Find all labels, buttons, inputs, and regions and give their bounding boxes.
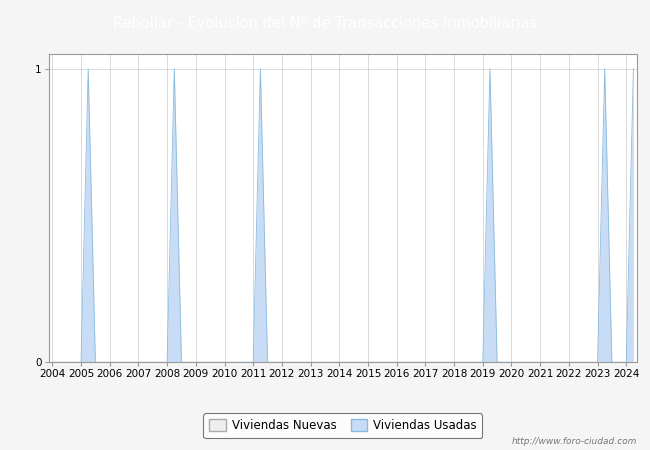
Text: http://www.foro-ciudad.com: http://www.foro-ciudad.com: [512, 436, 637, 446]
Text: Rebollar - Evolucion del Nº de Transacciones Inmobiliarias: Rebollar - Evolucion del Nº de Transacci…: [113, 16, 537, 31]
Legend: Viviendas Nuevas, Viviendas Usadas: Viviendas Nuevas, Viviendas Usadas: [203, 413, 482, 438]
